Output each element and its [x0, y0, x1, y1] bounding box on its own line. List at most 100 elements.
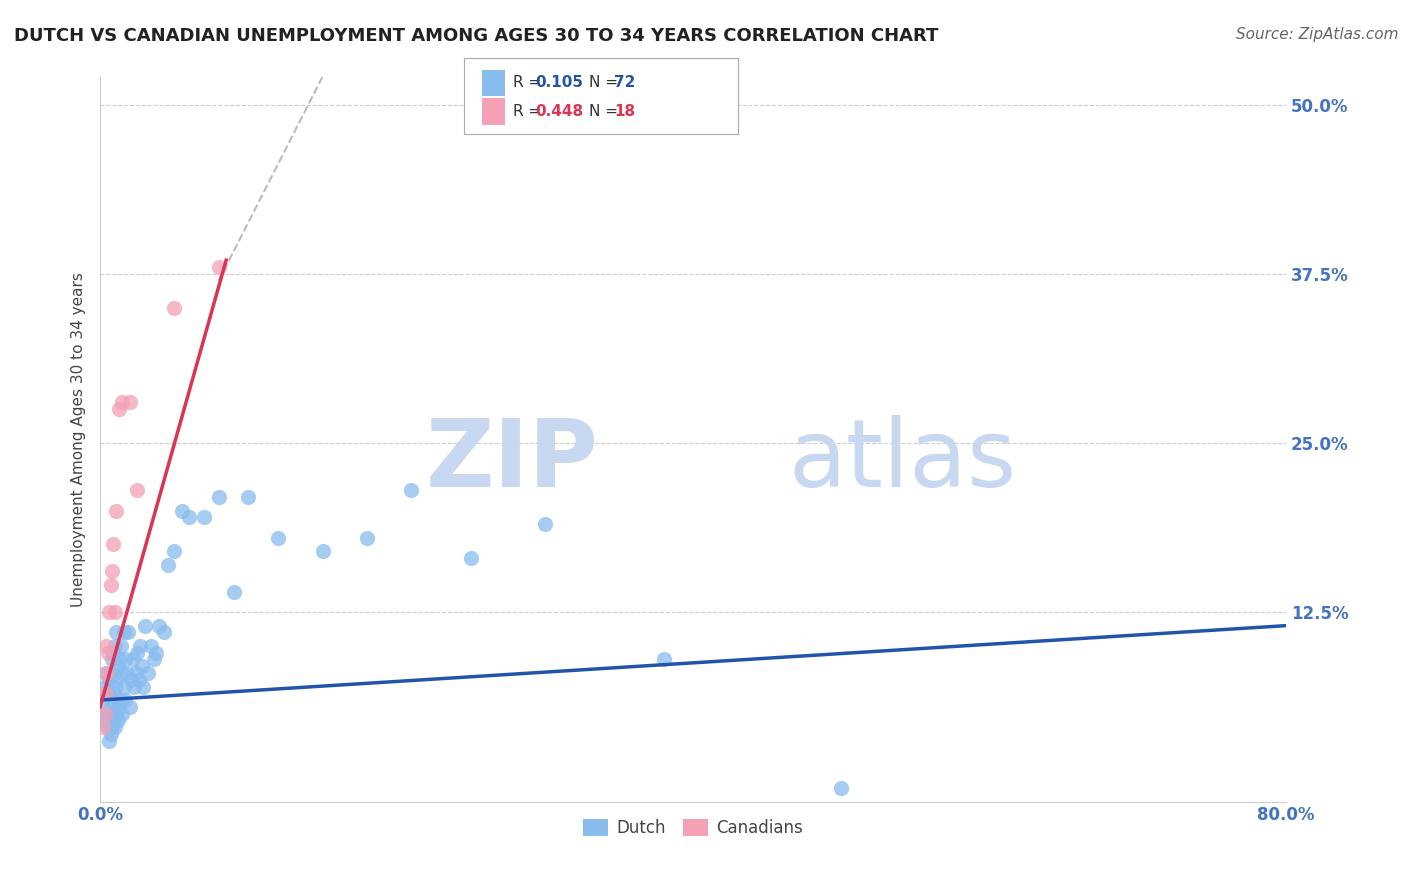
- Point: [131, 659, 153, 673]
- Point: [100, 699, 122, 714]
- Point: [98, 605, 121, 619]
- Point: [111, 665, 134, 680]
- Point: [105, 673, 128, 687]
- Point: [104, 720, 127, 734]
- Point: [100, 578, 122, 592]
- Point: [114, 693, 136, 707]
- Point: [101, 720, 124, 734]
- Point: [127, 646, 149, 660]
- Point: [96, 646, 118, 660]
- Point: [112, 680, 135, 694]
- Point: [105, 625, 128, 640]
- Point: [134, 618, 156, 632]
- Point: [103, 686, 125, 700]
- Point: [177, 510, 200, 524]
- Point: [193, 510, 215, 524]
- Point: [115, 665, 138, 680]
- Text: Source: ZipAtlas.com: Source: ZipAtlas.com: [1236, 27, 1399, 42]
- Point: [311, 544, 333, 558]
- Point: [91, 693, 114, 707]
- Point: [114, 652, 136, 666]
- Point: [108, 699, 131, 714]
- Point: [112, 625, 135, 640]
- Point: [120, 673, 142, 687]
- Point: [142, 652, 165, 666]
- Point: [117, 625, 139, 640]
- Point: [153, 625, 176, 640]
- Point: [104, 680, 127, 694]
- Point: [139, 639, 162, 653]
- Text: atlas: atlas: [787, 416, 1017, 508]
- Point: [111, 395, 134, 409]
- Point: [103, 646, 125, 660]
- Point: [830, 780, 852, 795]
- Point: [107, 714, 129, 728]
- Point: [104, 639, 127, 653]
- Point: [148, 618, 170, 632]
- Text: 0.105: 0.105: [536, 76, 583, 90]
- Point: [125, 665, 148, 680]
- Text: N =: N =: [589, 104, 623, 119]
- Point: [100, 727, 122, 741]
- Point: [163, 301, 186, 315]
- Text: 72: 72: [614, 76, 636, 90]
- Point: [107, 659, 129, 673]
- Point: [222, 584, 245, 599]
- Text: R =: R =: [513, 76, 547, 90]
- Point: [356, 531, 378, 545]
- Point: [94, 706, 117, 721]
- Point: [208, 490, 231, 504]
- Point: [91, 720, 114, 734]
- Text: 18: 18: [614, 104, 636, 119]
- Point: [94, 665, 117, 680]
- Point: [93, 686, 115, 700]
- Point: [98, 706, 121, 721]
- Point: [163, 544, 186, 558]
- Point: [105, 706, 128, 721]
- Point: [267, 531, 290, 545]
- Point: [93, 706, 115, 721]
- Point: [534, 517, 557, 532]
- Point: [93, 680, 115, 694]
- Point: [238, 490, 260, 504]
- Point: [208, 260, 231, 274]
- Point: [98, 673, 121, 687]
- Point: [460, 550, 482, 565]
- Point: [127, 483, 149, 498]
- Point: [101, 565, 124, 579]
- Point: [108, 652, 131, 666]
- Point: [129, 639, 152, 653]
- Point: [94, 639, 117, 653]
- Point: [100, 665, 122, 680]
- Point: [101, 693, 124, 707]
- Text: 0.448: 0.448: [536, 104, 583, 119]
- Point: [103, 714, 125, 728]
- Point: [93, 714, 115, 728]
- Point: [108, 402, 131, 417]
- Point: [401, 483, 423, 498]
- Point: [94, 665, 117, 680]
- Point: [118, 395, 141, 409]
- Point: [132, 680, 155, 694]
- Point: [110, 639, 132, 653]
- Point: [96, 720, 118, 734]
- Point: [110, 693, 132, 707]
- Point: [170, 503, 193, 517]
- Text: ZIP: ZIP: [426, 416, 599, 508]
- Point: [103, 537, 125, 551]
- Point: [101, 652, 124, 666]
- Point: [111, 706, 134, 721]
- Point: [105, 503, 128, 517]
- Point: [98, 733, 121, 747]
- Point: [96, 686, 118, 700]
- Point: [118, 699, 141, 714]
- Y-axis label: Unemployment Among Ages 30 to 34 years: Unemployment Among Ages 30 to 34 years: [72, 272, 86, 607]
- Point: [122, 680, 145, 694]
- Point: [157, 558, 180, 572]
- Point: [104, 605, 127, 619]
- Point: [652, 652, 675, 666]
- Point: [128, 673, 150, 687]
- Point: [145, 646, 167, 660]
- Point: [121, 652, 143, 666]
- Text: R =: R =: [513, 104, 547, 119]
